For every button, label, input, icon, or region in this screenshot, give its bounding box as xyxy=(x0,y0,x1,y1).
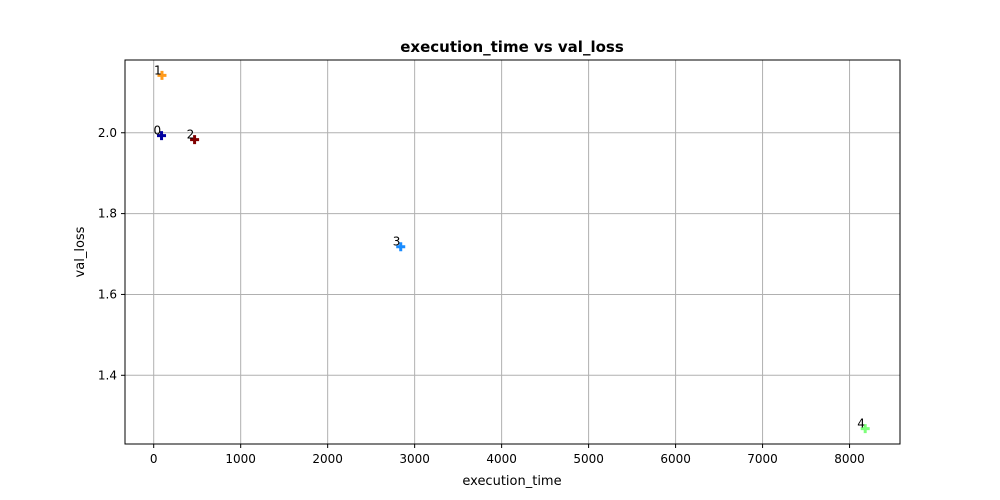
plus-marker xyxy=(190,135,200,145)
plus-marker xyxy=(860,424,870,434)
x-tick-label: 8000 xyxy=(834,452,865,466)
data-point: 3 xyxy=(393,235,406,252)
x-tick-label: 7000 xyxy=(747,452,778,466)
plus-marker xyxy=(157,70,167,80)
axis-ticks: 0 1000 2000 3000 4000 5000 6000 7000 8000 1.4 1.6 1… xyxy=(98,126,865,466)
plus-marker xyxy=(157,131,167,141)
point-label: 1 xyxy=(154,63,162,77)
point-label: 0 xyxy=(154,124,162,138)
x-tick-label: 0 xyxy=(150,452,158,466)
y-tick-label: 1.6 xyxy=(98,287,117,301)
x-tick-label: 2000 xyxy=(312,452,343,466)
data-points: 0 1 2 3 4 xyxy=(154,63,870,434)
y-tick-label: 1.4 xyxy=(98,368,117,382)
x-tick-label: 4000 xyxy=(486,452,517,466)
x-tick-label: 5000 xyxy=(573,452,604,466)
x-tick-label: 6000 xyxy=(660,452,691,466)
data-point: 1 xyxy=(154,63,167,80)
y-tick-label: 1.8 xyxy=(98,207,117,221)
y-tick-label: 2.0 xyxy=(98,126,117,140)
x-tick-label: 1000 xyxy=(225,452,256,466)
x-tick-label: 3000 xyxy=(399,452,430,466)
y-axis-label: val_loss xyxy=(73,226,88,277)
plus-marker xyxy=(396,242,406,252)
grid-lines xyxy=(125,60,900,444)
data-point: 4 xyxy=(857,417,870,434)
plot-frame xyxy=(124,59,901,445)
x-axis-label: execution_time xyxy=(462,474,561,489)
data-point: 0 xyxy=(154,124,167,141)
point-label: 4 xyxy=(857,417,865,431)
chart-title: execution_time vs val_loss xyxy=(400,38,624,56)
point-label: 3 xyxy=(393,235,401,249)
point-label: 2 xyxy=(187,128,195,142)
data-point: 2 xyxy=(187,128,200,145)
